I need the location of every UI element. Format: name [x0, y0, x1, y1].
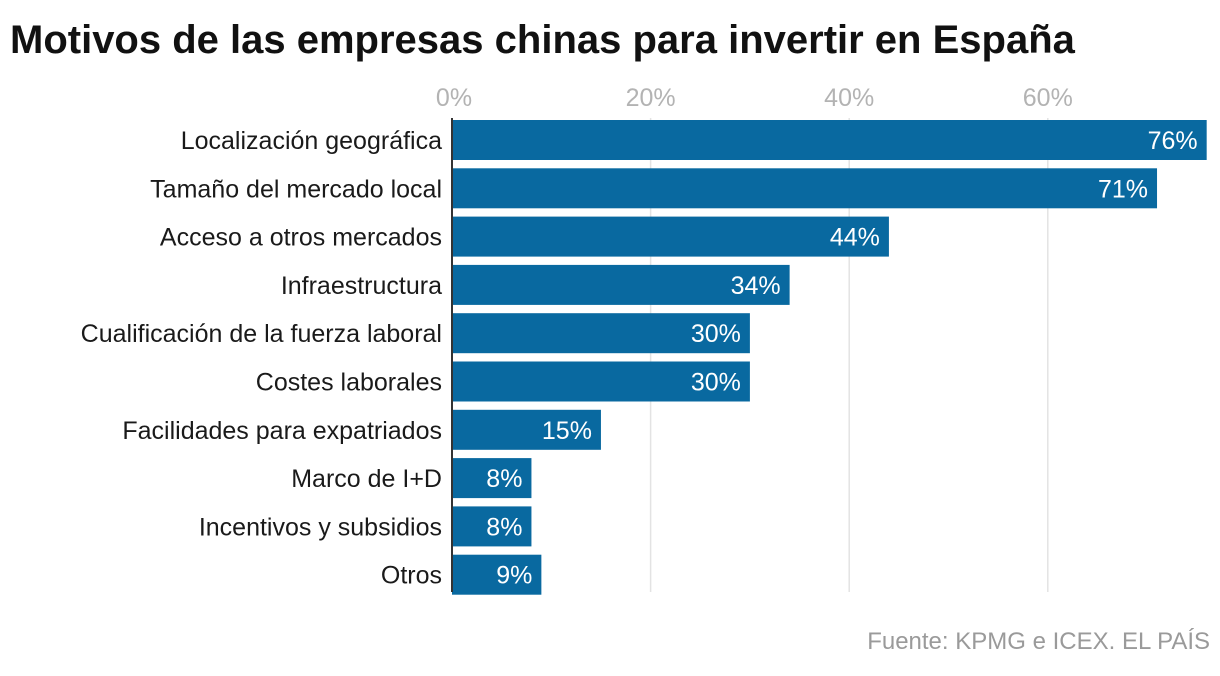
- value-label: 44%: [830, 224, 880, 252]
- bar: [452, 554, 542, 595]
- value-label: 15%: [542, 417, 592, 445]
- value-label: 8%: [486, 513, 522, 541]
- source-note: Fuente: KPMG e ICEX. EL PAÍS: [867, 628, 1210, 655]
- bars: [452, 120, 1207, 595]
- category-label: Tamaño del mercado local: [150, 175, 442, 203]
- x-tick-label: 40%: [824, 84, 874, 112]
- bar: [452, 361, 750, 402]
- x-tick-label: 60%: [1023, 84, 1073, 112]
- category-label: Infraestructura: [281, 272, 442, 300]
- bar: [452, 216, 889, 257]
- value-label: 8%: [486, 465, 522, 493]
- bar: [452, 120, 1207, 160]
- bar: [452, 458, 532, 499]
- bar: [452, 168, 1158, 209]
- category-label: Facilidades para expatriados: [122, 417, 442, 445]
- bar: [452, 264, 790, 305]
- x-axis-tick-labels: 0% 20% 40% 60%: [436, 84, 1073, 112]
- value-label: 34%: [731, 272, 781, 300]
- bar: [452, 409, 601, 450]
- x-tick-label: 0%: [436, 84, 472, 112]
- category-label: Incentivos y subsidios: [199, 513, 442, 541]
- chart-title: Motivos de las empresas chinas para inve…: [10, 18, 1075, 62]
- category-label: Otros: [381, 562, 442, 590]
- category-label: Localización geográfica: [181, 127, 442, 155]
- x-tick-label: 20%: [626, 84, 676, 112]
- category-label: Cualificación de la fuerza laboral: [81, 320, 442, 348]
- value-label: 30%: [691, 320, 741, 348]
- category-label: Marco de I+D: [291, 465, 442, 493]
- bar: [452, 313, 750, 354]
- category-labels: Localización geográfica Tamaño del mercad…: [81, 127, 442, 590]
- value-label: 9%: [496, 562, 532, 590]
- value-label: 76%: [1148, 127, 1198, 155]
- value-label: 71%: [1098, 175, 1148, 203]
- category-label: Acceso a otros mercados: [160, 224, 442, 252]
- value-labels: 76%71% 44% 34% 30% 30% 15% 8% 8% 9%: [486, 127, 1197, 590]
- category-label: Costes laborales: [256, 369, 442, 397]
- value-label: 30%: [691, 369, 741, 397]
- bar: [452, 506, 532, 547]
